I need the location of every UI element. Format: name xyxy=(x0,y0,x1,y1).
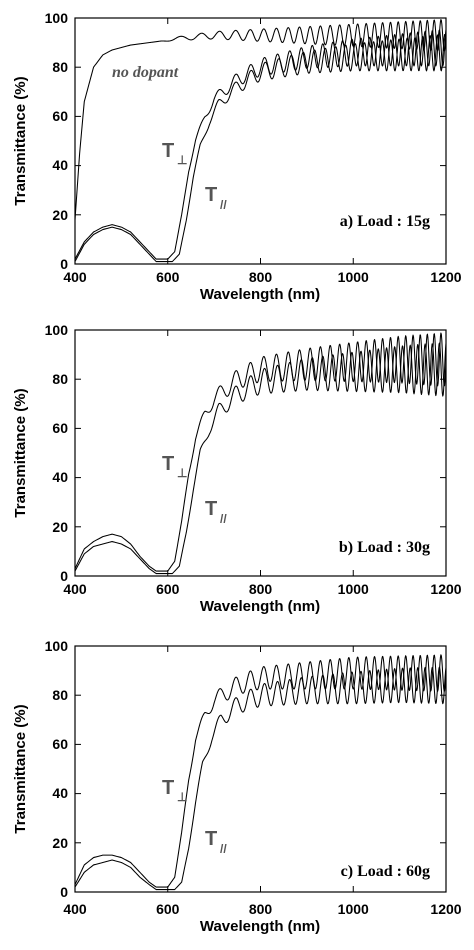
y-axis-title: Transmittance (%) xyxy=(12,76,29,205)
y-tick-label: 80 xyxy=(52,371,68,387)
no-dopant-label: no dopant xyxy=(112,64,179,81)
ticks-c xyxy=(74,645,447,893)
y-tick-label: 0 xyxy=(60,568,68,584)
x-tick-label: 1000 xyxy=(338,269,369,285)
panel-c: 400 600 800 1000 1200 0 20 40 60 80 100 … xyxy=(12,638,462,935)
x-tick-label: 1200 xyxy=(430,581,461,597)
t-perp-subscript: ⊥ xyxy=(177,790,187,804)
x-tick-label: 800 xyxy=(249,269,273,285)
x-tick-label: 600 xyxy=(156,901,180,917)
y-tick-label: 40 xyxy=(52,785,68,801)
y-tick-label: 20 xyxy=(52,519,68,535)
x-tick-label: 1000 xyxy=(338,581,369,597)
series-a xyxy=(74,19,447,263)
y-tick-label: 40 xyxy=(52,157,68,173)
x-tick-labels-a: 400 600 800 1000 1200 xyxy=(63,269,461,285)
t-perp-label: T xyxy=(162,140,174,162)
y-tick-label: 0 xyxy=(60,256,68,272)
panel-a: 400 600 800 1000 1200 0 20 40 60 80 100 … xyxy=(12,10,462,303)
y-tick-labels-a: 0 20 40 60 80 100 xyxy=(45,10,69,272)
series-line-t-parallel xyxy=(74,666,447,891)
x-tick-label: 1200 xyxy=(430,269,461,285)
ticks-a xyxy=(74,17,447,265)
series-c xyxy=(74,654,447,891)
y-tick-label: 0 xyxy=(60,884,68,900)
series-line-t-parallel xyxy=(74,33,447,263)
y-tick-label: 100 xyxy=(45,10,69,26)
x-tick-label: 600 xyxy=(156,269,180,285)
y-axis-title: Transmittance (%) xyxy=(12,704,29,833)
y-tick-label: 20 xyxy=(52,835,68,851)
t-perp-label: T xyxy=(162,777,174,799)
x-tick-labels-c: 400 600 800 1000 1200 xyxy=(63,901,461,917)
x-tick-label: 400 xyxy=(63,901,87,917)
y-tick-label: 100 xyxy=(45,638,69,654)
plot-frame-c xyxy=(74,645,447,893)
series-b xyxy=(74,332,447,575)
x-tick-labels-b: 400 600 800 1000 1200 xyxy=(63,581,461,597)
t-perp-label: T xyxy=(162,453,174,475)
t-par-label: T xyxy=(205,828,217,850)
panel-annotation: a) Load : 15g xyxy=(340,213,430,230)
y-tick-label: 80 xyxy=(52,59,68,75)
x-tick-label: 800 xyxy=(249,581,273,597)
panel-annotation: c) Load : 60g xyxy=(341,863,430,880)
y-tick-label: 100 xyxy=(45,322,69,338)
x-tick-label: 1200 xyxy=(430,901,461,917)
panel-annotation: b) Load : 30g xyxy=(339,539,430,556)
series-line-t-perp xyxy=(74,332,447,572)
y-axis-title: Transmittance (%) xyxy=(12,388,29,517)
series-line-t-parallel xyxy=(74,342,447,575)
y-tick-label: 60 xyxy=(52,736,68,752)
t-par-subscript: // xyxy=(220,842,227,856)
x-tick-label: 800 xyxy=(249,901,273,917)
t-perp-subscript: ⊥ xyxy=(177,153,187,167)
panel-b: 400 600 800 1000 1200 0 20 40 60 80 100 … xyxy=(12,322,462,615)
x-tick-label: 400 xyxy=(63,269,87,285)
x-tick-label: 1000 xyxy=(338,901,369,917)
x-tick-label: 600 xyxy=(156,581,180,597)
x-axis-title: Wavelength (nm) xyxy=(200,918,320,935)
series-line-no-dopant xyxy=(74,19,447,220)
y-tick-label: 20 xyxy=(52,207,68,223)
y-tick-label: 40 xyxy=(52,469,68,485)
x-axis-title: Wavelength (nm) xyxy=(200,598,320,615)
y-tick-label: 60 xyxy=(52,108,68,124)
t-par-label: T xyxy=(205,184,217,206)
t-perp-subscript: ⊥ xyxy=(177,466,187,480)
t-par-subscript: // xyxy=(220,512,227,526)
y-tick-label: 80 xyxy=(52,687,68,703)
y-tick-labels-b: 0 20 40 60 80 100 xyxy=(45,322,69,584)
t-par-subscript: // xyxy=(220,198,227,212)
x-tick-label: 400 xyxy=(63,581,87,597)
series-line-t-perp xyxy=(74,654,447,888)
t-par-label: T xyxy=(205,498,217,520)
y-tick-label: 60 xyxy=(52,420,68,436)
y-tick-labels-c: 0 20 40 60 80 100 xyxy=(45,638,69,900)
x-axis-title: Wavelength (nm) xyxy=(200,286,320,303)
